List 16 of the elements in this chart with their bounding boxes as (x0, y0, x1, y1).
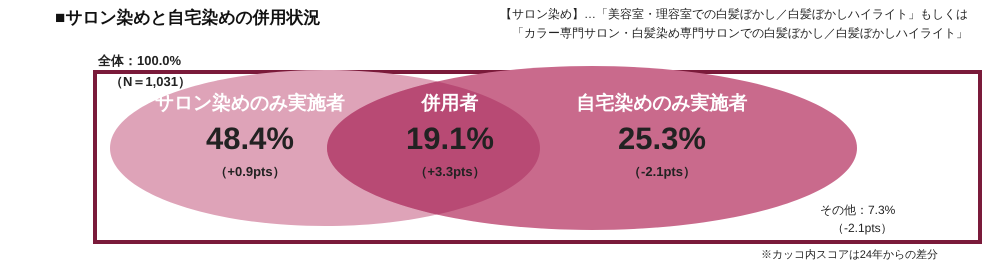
data-label: 48.4% (206, 121, 294, 156)
category-label: 自宅染めのみ実施者 (576, 92, 748, 114)
text: 全体：100.0% (97, 53, 182, 68)
text: 【サロン染め】…「美容室・理容室での白髪ぼかし／白髪ぼかしハイライト」もしくは (500, 7, 968, 21)
data-label: 25.3% (618, 121, 706, 156)
text: （-2.1pts） (628, 164, 696, 179)
text: ※カッコ内スコアは24年からの差分 (760, 248, 938, 261)
data-label: 19.1% (406, 121, 494, 156)
category-label: 併用者 (420, 92, 478, 114)
text: （+3.3pts） (414, 164, 486, 179)
text: （+0.9pts） (214, 164, 286, 179)
text: 「カラー専門サロン・白髪染め専門サロンでの白髪ぼかし／白髪ぼかしハイライト」 (512, 26, 968, 40)
text: （N＝1,031） (110, 74, 191, 89)
text: その他：7.3% (820, 203, 896, 217)
text: （-2.1pts） (832, 221, 893, 235)
text: ■サロン染めと自宅染めの併用状況 (55, 8, 320, 27)
